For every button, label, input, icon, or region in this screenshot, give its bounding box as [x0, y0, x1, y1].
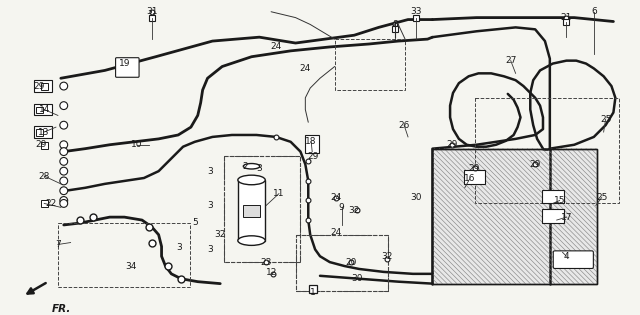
Ellipse shape — [238, 175, 265, 185]
Bar — [41, 200, 48, 207]
Circle shape — [60, 187, 68, 195]
Text: 16: 16 — [464, 175, 476, 183]
Text: 32: 32 — [349, 206, 360, 215]
Bar — [224, 157, 300, 262]
Text: 5: 5 — [192, 219, 198, 227]
Text: 13: 13 — [38, 128, 50, 136]
Bar — [296, 235, 388, 291]
Text: 3: 3 — [207, 201, 213, 210]
Text: 32: 32 — [381, 252, 392, 261]
Text: 1: 1 — [310, 288, 316, 297]
Circle shape — [60, 141, 68, 149]
Text: 24: 24 — [270, 43, 282, 51]
Bar — [35, 126, 52, 138]
Text: 9: 9 — [339, 203, 344, 212]
Text: 29: 29 — [36, 140, 47, 149]
Text: 29: 29 — [307, 152, 319, 161]
Text: 12: 12 — [266, 268, 278, 278]
Text: 2: 2 — [242, 162, 248, 171]
Bar — [41, 83, 48, 90]
Bar — [433, 149, 596, 284]
Text: 25: 25 — [596, 193, 607, 202]
Text: 29: 29 — [34, 82, 45, 91]
Ellipse shape — [238, 236, 265, 245]
Text: 33: 33 — [410, 7, 422, 16]
Bar — [296, 235, 388, 291]
Bar — [305, 135, 319, 152]
Text: 24: 24 — [330, 228, 341, 237]
Text: 14: 14 — [38, 105, 50, 114]
Text: 29: 29 — [469, 164, 480, 173]
FancyBboxPatch shape — [553, 251, 593, 268]
Circle shape — [60, 158, 68, 165]
Bar — [36, 106, 44, 113]
Circle shape — [60, 121, 68, 129]
Text: 3: 3 — [207, 245, 213, 254]
Text: 30: 30 — [410, 193, 422, 202]
Text: 26: 26 — [399, 121, 410, 130]
Bar — [542, 190, 564, 203]
Text: 29: 29 — [529, 160, 541, 169]
Circle shape — [60, 167, 68, 175]
Text: 32: 32 — [214, 230, 226, 239]
Bar — [36, 129, 44, 136]
Text: 31: 31 — [146, 7, 157, 16]
Text: 24: 24 — [300, 64, 311, 73]
Text: 3: 3 — [257, 164, 262, 173]
Circle shape — [60, 148, 68, 156]
Bar — [474, 98, 620, 203]
FancyBboxPatch shape — [116, 58, 139, 77]
Text: 11: 11 — [273, 189, 285, 198]
Text: 21: 21 — [561, 13, 572, 22]
Text: 3: 3 — [176, 243, 182, 252]
Bar — [224, 157, 300, 262]
Text: 34: 34 — [125, 261, 137, 271]
Bar — [243, 205, 260, 217]
Text: 10: 10 — [131, 140, 143, 149]
Bar — [35, 104, 52, 115]
Bar — [335, 39, 405, 90]
Text: 24: 24 — [330, 193, 341, 202]
Text: 17: 17 — [561, 213, 572, 222]
Text: 3: 3 — [207, 167, 213, 176]
Text: 28: 28 — [38, 172, 50, 180]
Bar — [433, 149, 596, 284]
Text: 8: 8 — [392, 20, 398, 29]
Bar — [542, 209, 564, 223]
Circle shape — [60, 199, 68, 207]
Ellipse shape — [243, 163, 260, 169]
Bar — [238, 180, 265, 241]
Circle shape — [60, 82, 68, 90]
Bar — [58, 223, 190, 287]
Bar — [41, 142, 48, 149]
Text: 23: 23 — [260, 258, 272, 266]
Text: 22: 22 — [45, 199, 57, 208]
Text: 25: 25 — [600, 115, 611, 124]
Text: 29: 29 — [446, 140, 458, 149]
Text: 18: 18 — [305, 137, 317, 146]
Text: 19: 19 — [118, 59, 130, 68]
Text: 15: 15 — [554, 196, 565, 205]
Text: 30: 30 — [351, 274, 363, 283]
Text: FR.: FR. — [52, 304, 72, 314]
Text: 4: 4 — [564, 252, 569, 261]
Text: 7: 7 — [55, 240, 61, 249]
Bar — [35, 80, 52, 92]
Text: 20: 20 — [346, 258, 357, 266]
Circle shape — [60, 197, 68, 204]
Text: 27: 27 — [505, 56, 516, 65]
Bar — [464, 170, 485, 184]
Text: 6: 6 — [591, 7, 596, 16]
Circle shape — [60, 102, 68, 110]
Circle shape — [60, 177, 68, 185]
